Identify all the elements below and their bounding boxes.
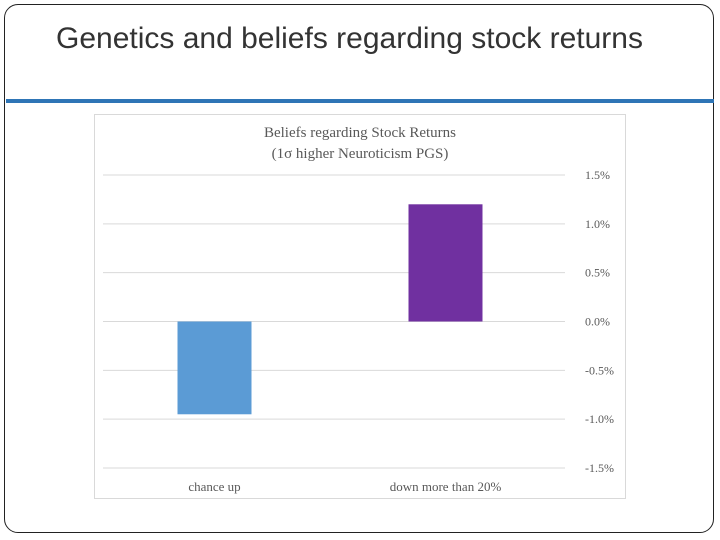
y-tick-label: -1.5% (585, 461, 614, 475)
chart-container: Beliefs regarding Stock Returns (1σ high… (94, 114, 626, 499)
y-tick-label: 0.0% (585, 315, 610, 329)
y-tick-label: -1.0% (585, 412, 614, 426)
bar-0 (177, 321, 252, 415)
chart-title: Beliefs regarding Stock Returns (264, 125, 456, 141)
slide-title: Genetics and beliefs regarding stock ret… (56, 22, 643, 55)
y-tick-label: 1.5% (585, 168, 610, 182)
bars (177, 204, 483, 415)
y-tick-label: -0.5% (585, 363, 614, 377)
x-category-label: chance up (188, 479, 240, 494)
y-tick-label: 1.0% (585, 217, 610, 231)
x-category-label: down more than 20% (390, 479, 502, 494)
gridlines (103, 174, 565, 469)
y-axis-ticks: 1.5% 1.0% 0.5% 0.0% -0.5% -1.0% -1.5% (585, 168, 614, 475)
bar-1 (408, 204, 483, 322)
bar-chart: Beliefs regarding Stock Returns (1σ high… (103, 125, 614, 494)
y-tick-label: 0.5% (585, 266, 610, 280)
title-divider (6, 99, 714, 103)
chart-subtitle: (1σ higher Neuroticism PGS) (272, 146, 449, 162)
x-axis-labels: chance up down more than 20% (188, 479, 501, 494)
